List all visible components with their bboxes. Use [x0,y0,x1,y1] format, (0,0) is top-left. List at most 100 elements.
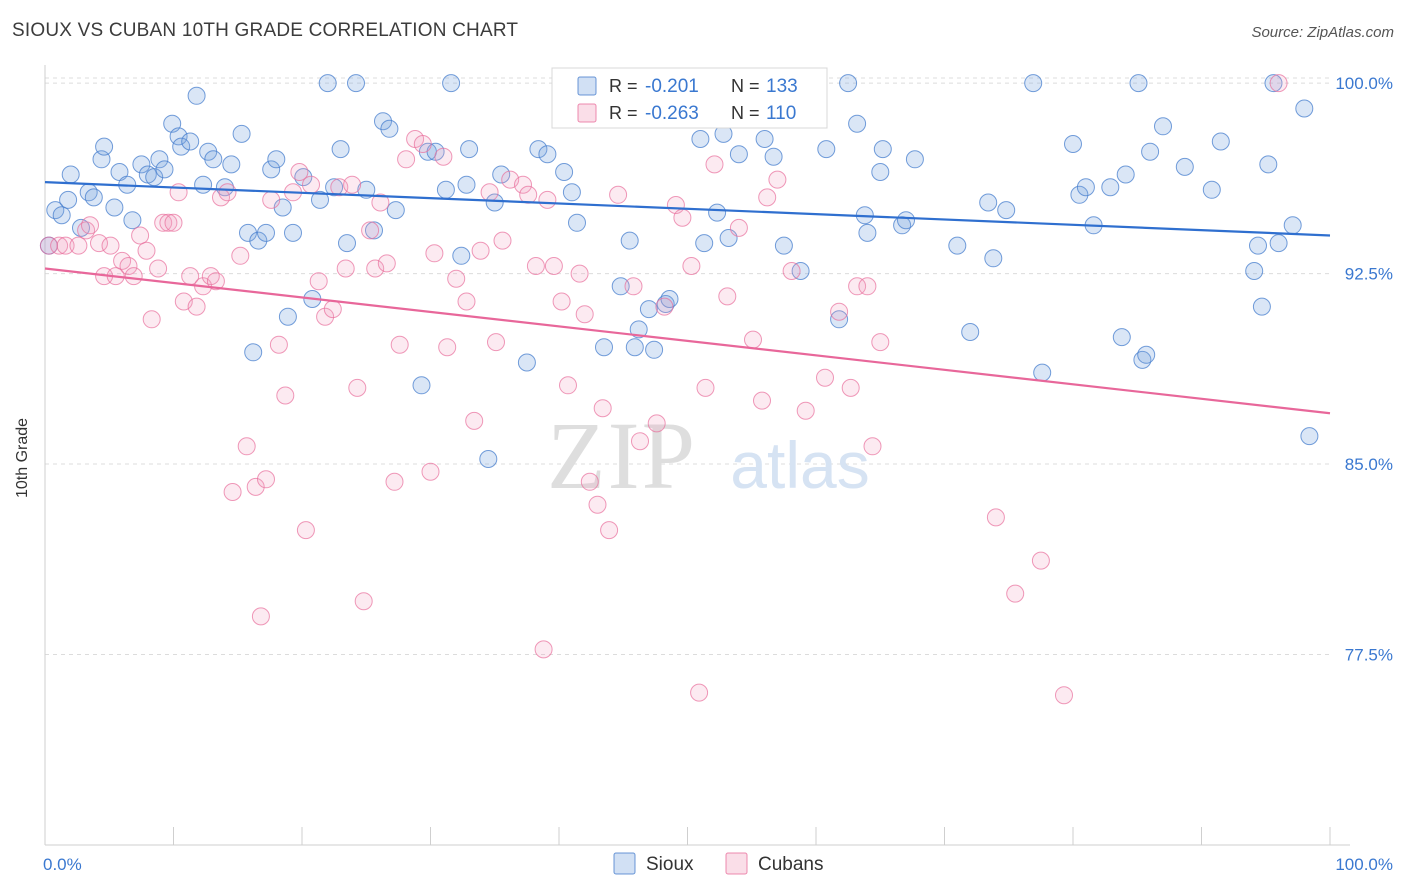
sioux-point [132,155,151,174]
cubans-point [729,218,748,237]
cubans-point [361,221,380,240]
cubans-point [377,254,396,273]
cubans-point [624,277,643,296]
legend-label-sioux[interactable]: Sioux [646,854,694,875]
cubans-point [1269,74,1288,93]
cubans-point [81,216,99,235]
cubans-point [131,226,150,245]
cubans-point [90,234,108,253]
cubans-point [69,236,88,255]
sioux-point [1070,185,1089,204]
cubans-point [290,163,309,181]
cubans-point [137,241,156,260]
source-label: Source: ZipAtlas.com [1251,24,1394,41]
sioux-point [1137,345,1156,364]
cubans-point [390,335,409,354]
sioux-point [897,211,915,230]
sioux-point [774,236,793,255]
stats-box [551,67,828,129]
cubans-point [397,150,416,169]
sioux-point [215,178,234,197]
cubans-point [421,462,440,481]
cubans-point [343,175,362,194]
sioux-point [325,178,344,197]
series-legend[interactable]: Sioux Cubans [613,852,824,875]
sioux-point [380,119,399,138]
stats-r-label: R = [609,76,638,96]
cubans-point [434,147,453,166]
cubans-point [782,262,801,280]
sioux-point [1112,328,1131,347]
cubans-point [154,213,173,232]
sioux-point [244,343,263,362]
sioux-point [729,145,748,164]
sioux-point [595,338,613,357]
cubans-point [487,333,505,352]
x-tick-label-max: 100.0% [1335,855,1393,874]
sioux-point [479,450,498,468]
sioux-point [492,165,511,184]
legend-swatch-cubans[interactable] [725,852,748,875]
sioux-point [1154,117,1172,136]
sioux-point [629,320,648,339]
cubans-point [269,335,288,354]
sioux-point [1264,74,1283,93]
stats-swatch [577,103,597,123]
cubans-point [758,188,777,207]
cubans-point [796,401,815,420]
cubans-point [371,193,390,212]
sioux-point [1300,427,1319,446]
sioux-point [194,175,213,194]
sioux-point [318,74,337,93]
y-tick-label: 100.0% [1335,74,1393,93]
cubans-point [580,472,599,491]
cubans-point [296,521,315,540]
sioux-point [1269,234,1288,253]
cubans-point [323,300,342,319]
sioux-point [262,160,281,179]
sioux-point [645,340,664,359]
cubans-point [538,190,557,209]
cubans-point [690,683,709,702]
cubans-point [858,277,877,296]
cubans-point [413,135,432,153]
cubans-point [159,213,178,232]
sioux-point [284,223,302,242]
cubans-point [142,310,161,329]
cubans-point [50,236,69,255]
cubans-point [302,175,320,194]
sioux-point [452,246,471,265]
cubans-point [514,175,532,194]
sioux-point [961,323,980,341]
cubans-point [257,470,275,489]
sioux-point [1249,236,1267,255]
cubans-point [848,277,867,296]
sioux-point [155,160,174,179]
cubans-point [471,241,490,260]
cubans-point [480,183,499,202]
cubans-point [1006,584,1025,603]
sioux-point [1283,216,1302,235]
cubans-point [223,483,242,501]
sioux-point [997,201,1016,220]
legend-label-cubans[interactable]: Cubans [758,854,824,875]
cubans-point [187,297,206,316]
watermark: ZIP atlas [547,402,870,509]
cubans-point [149,259,168,278]
sioux-point [331,140,350,159]
sioux-point [222,155,241,174]
cubans-point [600,521,619,540]
legend-swatch-sioux[interactable] [613,852,636,875]
stats-r-value: -0.201 [645,76,699,97]
sioux-point [1259,155,1278,174]
axes: 100.0% 92.5% 85.0% 77.5% 0.0% 100.0% [43,65,1393,874]
cubans-point [119,257,138,275]
cubans-point [863,437,882,456]
cubans-point [753,391,771,410]
sioux-point [1202,180,1221,199]
cubans-point [830,302,849,321]
cubans-point [425,244,444,263]
data-points [39,74,1319,705]
sioux-point [691,130,710,148]
